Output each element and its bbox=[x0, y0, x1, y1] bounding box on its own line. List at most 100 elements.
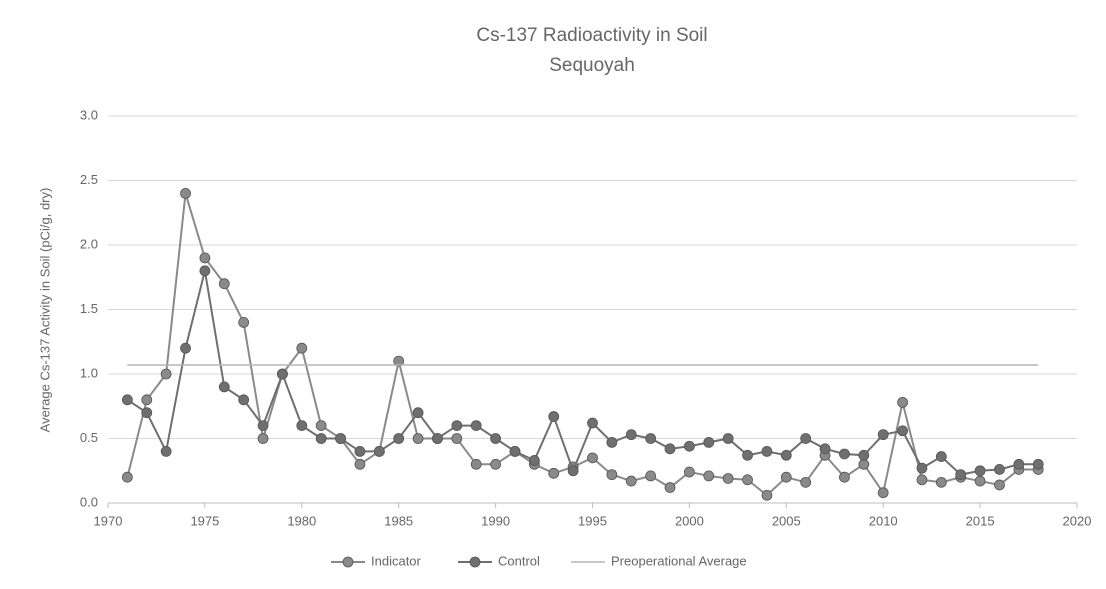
data-point bbox=[296, 420, 308, 432]
data-point bbox=[974, 475, 986, 487]
data-point bbox=[257, 433, 269, 444]
data-point bbox=[315, 420, 327, 432]
data-point bbox=[722, 473, 734, 484]
data-point bbox=[432, 433, 443, 444]
data-point bbox=[373, 445, 385, 457]
data-point bbox=[625, 429, 637, 441]
data-point bbox=[354, 458, 366, 470]
data-point bbox=[858, 449, 870, 461]
data-point bbox=[800, 476, 812, 488]
x-tick-label: 2005 bbox=[772, 513, 801, 528]
y-tick-label: 2.0 bbox=[80, 236, 98, 251]
data-point bbox=[528, 455, 540, 466]
data-point bbox=[238, 394, 250, 406]
data-point bbox=[509, 445, 521, 457]
data-point bbox=[160, 368, 172, 380]
data-point bbox=[470, 458, 482, 470]
data-point bbox=[606, 469, 618, 481]
y-tick-label: 0.0 bbox=[80, 494, 98, 509]
data-point bbox=[645, 433, 657, 444]
y-tick-label: 2.5 bbox=[80, 172, 98, 187]
data-point bbox=[587, 417, 598, 429]
x-tick-label: 2000 bbox=[675, 513, 704, 528]
data-point bbox=[935, 451, 947, 462]
y-tick-label: 0.5 bbox=[80, 430, 98, 445]
data-point bbox=[335, 433, 346, 444]
data-point bbox=[121, 394, 133, 406]
data-point bbox=[393, 355, 405, 367]
data-point bbox=[684, 466, 695, 478]
data-point bbox=[141, 394, 153, 406]
data-point bbox=[703, 470, 715, 482]
x-tick-label: 1980 bbox=[287, 513, 316, 528]
data-point bbox=[354, 445, 366, 457]
data-point bbox=[916, 462, 928, 474]
y-tick-label: 1.5 bbox=[80, 301, 98, 316]
data-point bbox=[567, 465, 579, 477]
data-point bbox=[257, 420, 269, 432]
data-point bbox=[858, 458, 870, 470]
data-point bbox=[819, 443, 831, 455]
data-point bbox=[780, 449, 792, 461]
data-point bbox=[1013, 458, 1025, 470]
data-point bbox=[722, 433, 734, 444]
data-point bbox=[742, 449, 753, 461]
data-point bbox=[451, 433, 463, 444]
data-point bbox=[451, 420, 463, 432]
data-point bbox=[897, 425, 908, 437]
data-point bbox=[625, 475, 637, 487]
data-point bbox=[490, 433, 502, 444]
y-tick-label: 1.0 bbox=[80, 365, 98, 380]
data-point bbox=[587, 452, 598, 464]
data-point bbox=[684, 440, 695, 452]
chart-title: Cs-137 Radioactivity in Soil bbox=[476, 25, 707, 46]
x-tick-label: 2020 bbox=[1063, 513, 1092, 528]
data-point bbox=[160, 445, 172, 457]
data-point bbox=[1032, 458, 1044, 470]
x-tick-label: 1975 bbox=[190, 513, 219, 528]
data-point bbox=[218, 381, 230, 393]
x-tick-label: 2010 bbox=[869, 513, 898, 528]
data-point bbox=[994, 479, 1005, 491]
data-point bbox=[199, 252, 211, 264]
legend-label: Indicator bbox=[371, 553, 422, 568]
data-point bbox=[199, 265, 211, 277]
data-point bbox=[839, 448, 850, 460]
x-tick-label: 1970 bbox=[94, 513, 123, 528]
data-point bbox=[664, 482, 676, 493]
data-point bbox=[141, 407, 153, 419]
chart-subtitle: Sequoyah bbox=[549, 55, 635, 76]
data-point bbox=[800, 433, 812, 444]
data-point bbox=[277, 368, 288, 380]
data-point bbox=[780, 471, 792, 483]
data-point bbox=[994, 464, 1005, 475]
x-tick-label: 1985 bbox=[384, 513, 413, 528]
data-point bbox=[935, 476, 947, 488]
x-tick-label: 1990 bbox=[481, 513, 510, 528]
data-point bbox=[877, 429, 889, 441]
data-point bbox=[897, 396, 908, 408]
data-point bbox=[412, 433, 424, 444]
data-point bbox=[664, 443, 676, 455]
data-point bbox=[606, 436, 618, 448]
data-point bbox=[490, 458, 502, 470]
legend-marker bbox=[342, 556, 354, 568]
data-point bbox=[180, 187, 191, 199]
data-point bbox=[877, 487, 889, 499]
data-point bbox=[315, 433, 327, 444]
data-point bbox=[218, 278, 230, 290]
data-point bbox=[839, 471, 850, 483]
data-point bbox=[645, 470, 657, 482]
data-point bbox=[761, 445, 773, 457]
data-point bbox=[296, 342, 308, 354]
legend-label: Control bbox=[498, 553, 540, 568]
data-point bbox=[974, 465, 986, 477]
data-point bbox=[955, 469, 967, 481]
data-point bbox=[412, 407, 424, 419]
data-point bbox=[761, 489, 773, 501]
data-point bbox=[548, 411, 560, 422]
y-tick-label: 3.0 bbox=[80, 107, 98, 122]
